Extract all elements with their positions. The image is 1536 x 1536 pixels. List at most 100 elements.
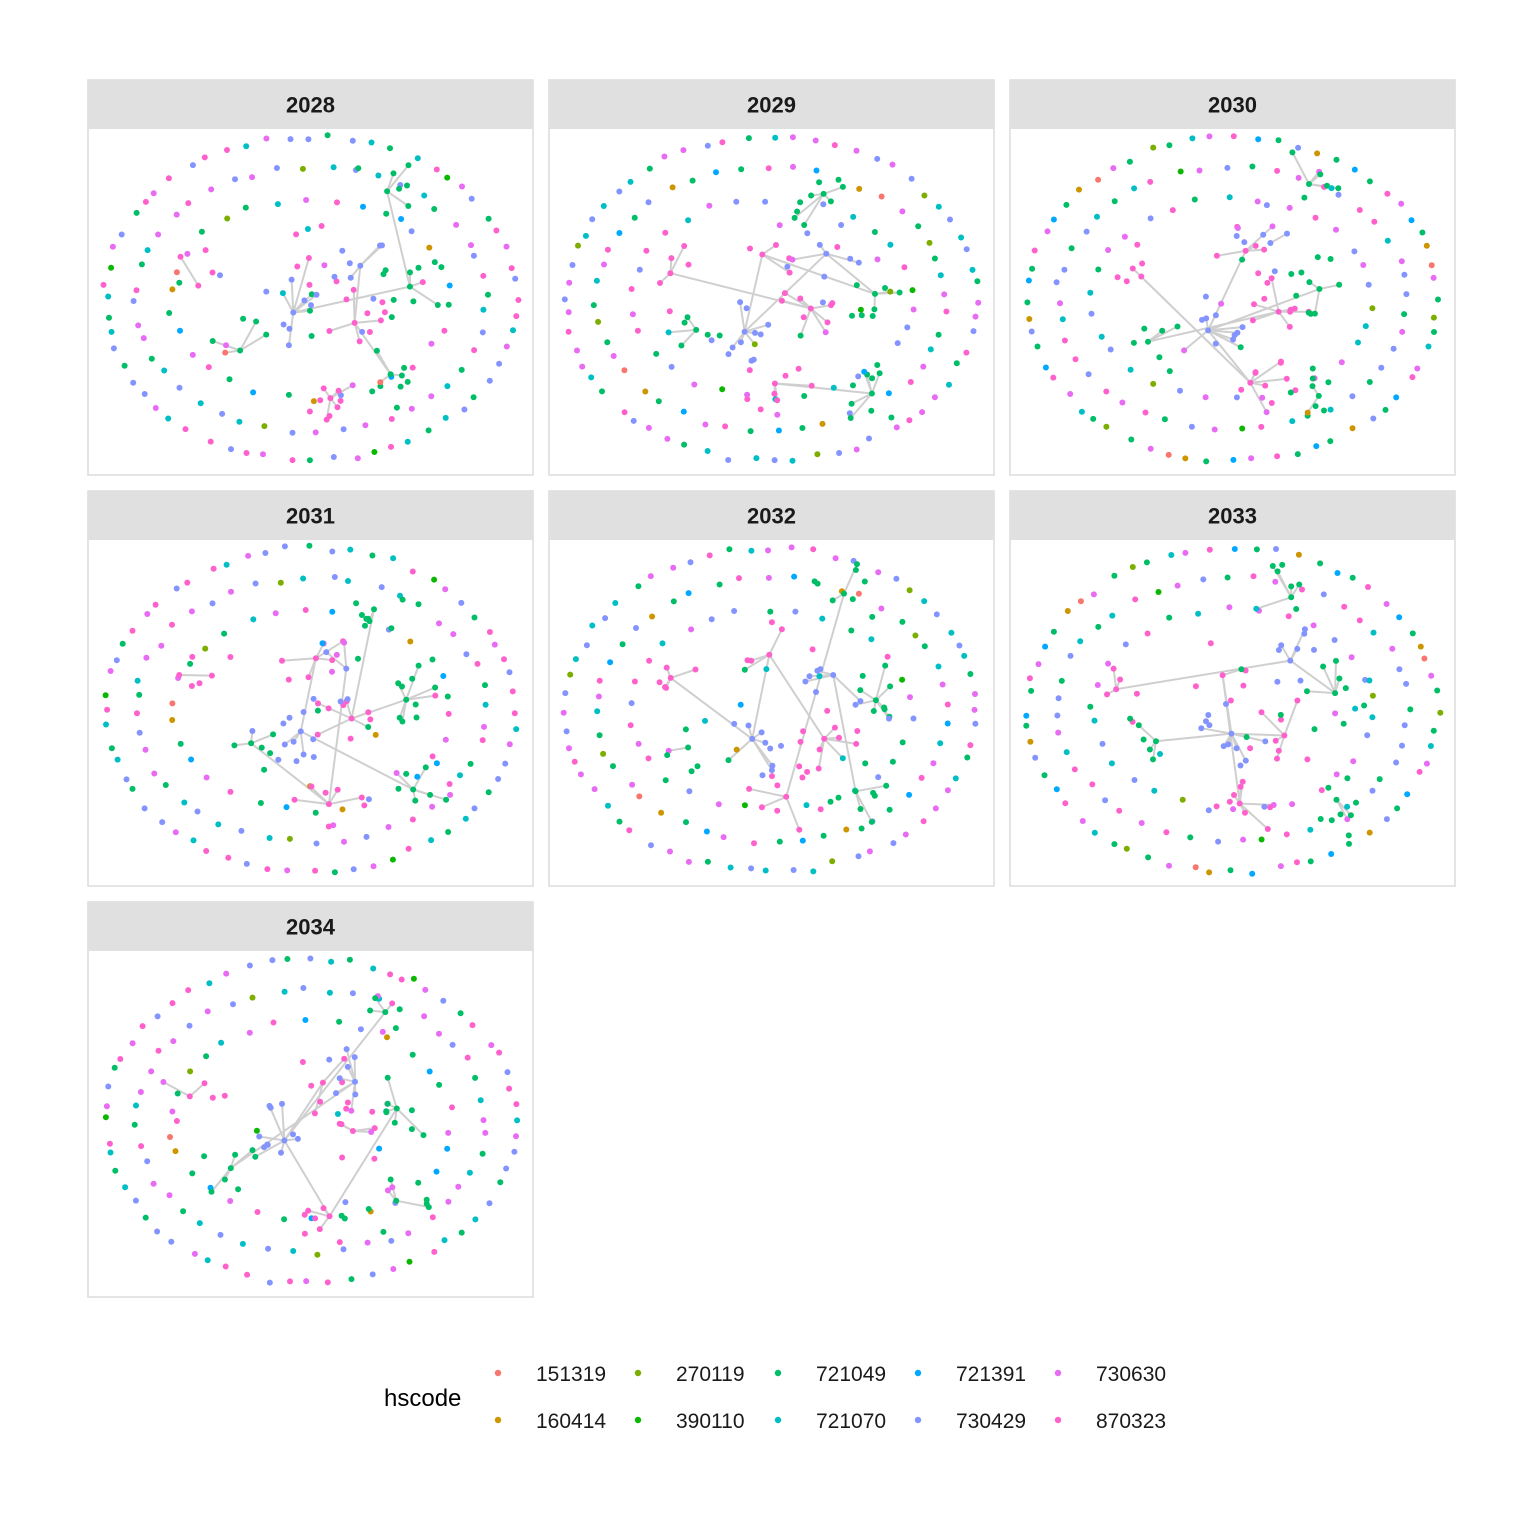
facet-strip [1010,80,1455,129]
network-node [1063,201,1070,208]
network-node [110,345,117,352]
network-node [1349,574,1356,581]
network-edge [859,689,877,702]
network-node [445,1198,452,1205]
network-node [185,987,192,994]
network-node [849,312,855,319]
network-edge [743,254,764,332]
network-node [1306,279,1313,286]
network-node [129,627,136,634]
network-node [1278,716,1284,723]
network-node [1314,150,1321,157]
network-node [1252,242,1259,249]
network-edge [1313,288,1321,314]
network-node [429,803,436,810]
network-node [1261,295,1268,302]
network-node [369,1108,376,1115]
facet-strip [549,80,994,129]
network-node [371,1155,378,1162]
network-node [1383,816,1390,823]
network-node [854,728,861,734]
network-node [904,324,911,331]
network-node [1376,776,1383,783]
network-node [377,317,384,324]
network-node [1165,451,1172,458]
network-node [1249,317,1256,324]
network-node [223,342,229,349]
network-node [366,618,373,625]
network-node [166,310,173,316]
network-node [1213,252,1220,259]
network-node [1242,247,1249,254]
network-node [305,1207,312,1214]
network-node [270,1019,277,1026]
network-node [566,745,572,752]
network-node [963,349,970,356]
network-node [284,867,291,874]
network-node [1243,734,1250,740]
network-node [256,1133,263,1140]
network-node [354,455,361,462]
network-node [1126,158,1133,165]
network-node [762,198,769,205]
network-node [1287,389,1294,396]
network-node [621,409,628,416]
network-node [1269,563,1276,569]
network-node [771,380,778,387]
network-node [158,642,165,649]
network-node [305,136,312,143]
network-node [1437,709,1444,716]
network-node [1028,328,1035,335]
network-node [1053,786,1060,793]
network-node [1237,344,1244,351]
network-node [1026,675,1033,682]
network-node [1153,738,1159,745]
network-node [972,313,979,320]
network-node [144,1158,151,1165]
network-node [1353,799,1359,806]
network-node [1274,453,1281,460]
network-node [1088,310,1095,317]
network-node [258,744,265,751]
network-node [340,1246,347,1253]
legend-label: 160414 [536,1410,606,1433]
legend-key [1054,1416,1062,1424]
network-node [506,741,513,748]
network-node [838,222,845,228]
network-node [853,446,860,453]
network-node [130,298,137,304]
network-node [393,1197,400,1204]
network-node [339,806,346,813]
network-node [1226,194,1233,201]
network-node [1145,338,1151,345]
legend-item: 270119 [634,1363,745,1386]
network-node [1427,743,1434,749]
network-node [176,279,183,286]
network-edge [1245,248,1265,252]
network-node [649,613,656,620]
network-node [1061,337,1068,344]
network-node [190,837,197,844]
network-node [1314,254,1321,261]
network-edge [670,677,753,740]
network-node [855,853,862,860]
network-node [1026,316,1033,322]
network-node [887,288,894,295]
network-node [277,579,284,586]
network-node [514,1117,521,1124]
network-node [685,744,692,751]
network-node [482,682,488,689]
network-node [1174,582,1181,589]
network-node [1239,778,1246,785]
network-node [604,339,611,346]
network-node [143,654,150,661]
network-node [866,435,872,442]
network-node [972,691,978,697]
network-node [790,163,796,170]
network-node [513,1133,519,1140]
network-edge [1276,735,1286,759]
network-node [1253,546,1260,553]
network-node [371,449,378,455]
network-node [506,669,513,676]
network-node [1071,766,1078,773]
